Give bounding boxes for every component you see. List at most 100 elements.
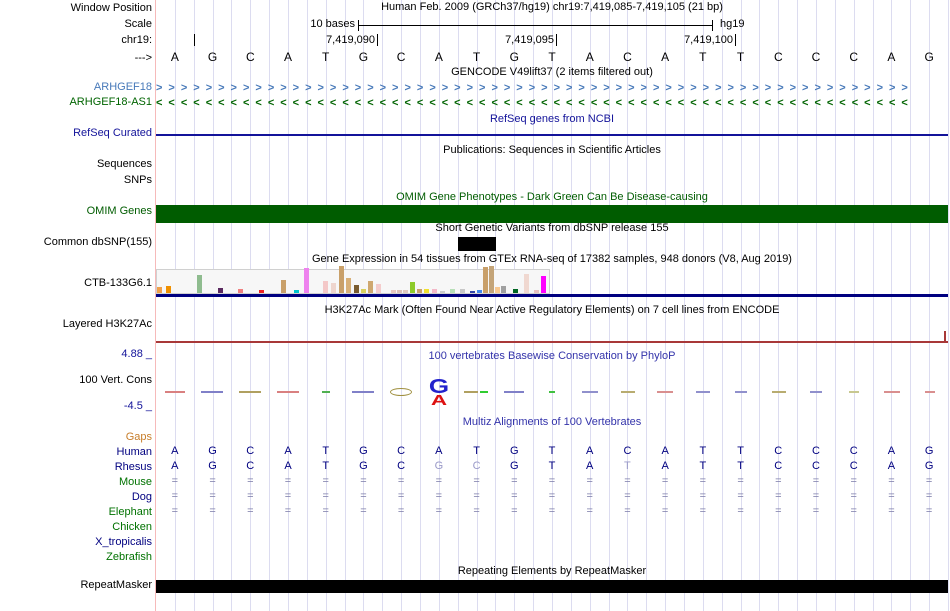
base-position-guideline [552,0,553,611]
alignment-gap-symbol: = [812,490,820,502]
gtex-bar[interactable] [534,290,539,293]
alignment-gap-symbol: = [284,475,292,487]
gtex-bar[interactable] [410,282,415,293]
gtex-bar[interactable] [346,278,351,293]
repeatmasker-element-bar[interactable] [156,580,948,593]
base-position-guideline [438,0,440,611]
multiz-species-label[interactable]: Elephant [108,506,152,518]
gtex-bar[interactable] [197,275,202,293]
gtex-bar[interactable] [391,290,396,293]
aligned-base: A [171,460,179,472]
multiz-species-label[interactable]: X_tropicalis [95,536,152,548]
alignment-gap-symbol: = [888,490,895,502]
gtex-bar[interactable] [470,291,475,293]
alignment-gap-symbol: = [171,490,179,502]
cons-track-label[interactable]: 100 Vert. Cons [79,374,152,386]
refseq-gene-line[interactable] [156,134,948,136]
aligned-base: A [284,445,292,457]
multiz-species-label[interactable]: Human [116,446,152,458]
alignment-gap-symbol: = [548,490,556,502]
gtex-bar[interactable] [166,286,171,293]
phylop-dash [322,391,330,393]
base-position-guideline [684,0,685,611]
aligned-base: C [397,445,406,457]
repeatmasker-track-label[interactable]: RepeatMasker [80,579,152,591]
base-position-guideline [250,0,252,611]
gtex-bar[interactable] [403,290,408,293]
omim-gene-bar[interactable] [156,205,948,223]
gtex-bar[interactable] [524,274,529,293]
gene-label-arhgef18[interactable]: ARHGEF18 [93,81,152,93]
gtex-bar[interactable] [417,289,422,293]
base-position-guideline [344,0,346,611]
gtex-bar[interactable] [513,289,518,293]
gene-body-arhgef18[interactable]: >>>>>>>>>>>>>>>>>>>>>>>>>>>>>>>>>>>>>>>>… [156,83,914,94]
dbsnp-track-label[interactable]: Common dbSNP(155) [43,236,152,248]
gtex-bar[interactable] [339,266,344,293]
aligned-base: A [435,445,443,457]
gtex-bar[interactable] [450,289,455,293]
gtex-bar[interactable] [218,288,223,293]
multiz-species-label[interactable]: Zebrafish [106,551,152,563]
refseq-track-title: RefSeq genes from NCBI [489,113,615,125]
sequences-track-label[interactable]: Sequences [96,158,152,170]
gtex-bar[interactable] [440,291,445,293]
gtex-bar[interactable] [259,290,264,293]
alignment-gap-symbol: = [586,490,593,502]
gtex-bar[interactable] [477,290,482,293]
gtex-bar[interactable] [432,289,437,293]
aligned-base: T [699,445,707,457]
phylop-dash [352,391,374,393]
h3k27ac-signal-baseline[interactable] [156,341,948,343]
multiz-species-label[interactable]: Rhesus [114,461,152,473]
snps-track-label[interactable]: SNPs [123,174,152,186]
gtex-bar[interactable] [424,289,429,293]
gtex-bar[interactable] [354,285,359,293]
multiz-species-label[interactable]: Chicken [112,521,152,533]
gtex-gene-model-line[interactable] [156,294,948,297]
alignment-gap-symbol: = [209,505,216,517]
alignment-gap-symbol: = [775,490,782,502]
gtex-bar[interactable] [460,289,465,293]
alignment-gap-symbol: = [850,475,857,487]
gtex-bar[interactable] [495,287,500,293]
refseq-track-label[interactable]: RefSeq Curated [73,127,152,139]
gtex-bar[interactable] [541,276,546,293]
cons-logo-base-a: A [430,392,448,409]
gtex-bar[interactable] [489,266,494,293]
gtex-bar[interactable] [397,290,402,293]
multiz-species-label[interactable]: Dog [131,491,152,503]
alignment-gap-symbol: = [171,505,179,517]
multiz-gaps-label[interactable]: Gaps [125,431,152,443]
aligned-base: C [812,460,820,472]
multiz-species-label[interactable]: Mouse [118,476,152,488]
gtex-bar[interactable] [376,284,381,293]
strand-direction-label[interactable]: ---> [134,52,152,64]
gtex-bar[interactable] [501,286,506,293]
gtex-bar[interactable] [294,290,299,293]
gtex-bar[interactable] [331,283,336,293]
alignment-gap-symbol: = [322,475,329,487]
base-position-guideline [948,0,949,611]
base-letter: T [322,50,330,64]
gtex-bar[interactable] [323,281,328,293]
gtex-bar[interactable] [368,281,373,293]
gtex-gene-label[interactable]: CTB-133G6.1 [84,277,152,289]
aligned-base: G [359,445,368,457]
h3k27ac-track-label[interactable]: Layered H3K27Ac [62,318,152,330]
gtex-bar[interactable] [483,267,488,293]
gtex-bar[interactable] [361,289,366,293]
gene-label-arhgef18-as1[interactable]: ARHGEF18-AS1 [69,96,152,108]
gene-body-arhgef18-as1[interactable]: <<<<<<<<<<<<<<<<<<<<<<<<<<<<<<<<<<<<<<<<… [156,98,914,109]
gtex-bar[interactable] [281,280,286,293]
gtex-bar[interactable] [157,287,162,293]
alignment-gap-symbol: = [209,490,216,502]
gtex-bar[interactable] [304,268,309,293]
alignment-gap-symbol: = [775,505,782,517]
aligned-base: A [284,460,292,472]
alignment-gap-symbol: = [925,490,933,502]
gtex-bar[interactable] [238,289,243,293]
omim-track-label[interactable]: OMIM Genes [86,205,152,217]
dbsnp-variant-box[interactable] [458,237,496,251]
